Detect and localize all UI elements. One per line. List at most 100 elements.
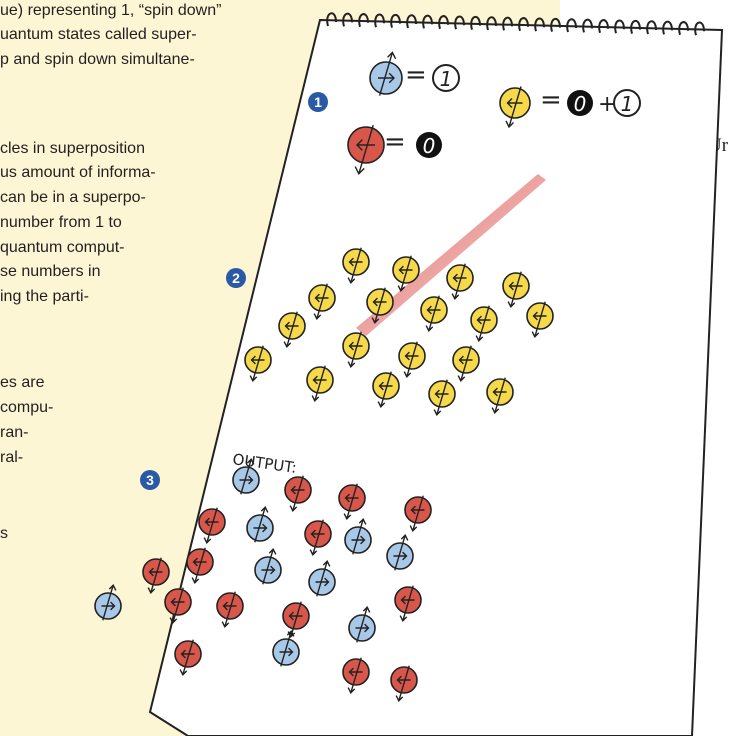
spiral-loop	[326, 12, 337, 27]
spin-down-particle	[284, 475, 312, 512]
spin-down-particle	[142, 557, 170, 594]
spin-down-particle	[404, 495, 432, 532]
svg-text:1: 1	[621, 92, 634, 116]
spiral-loop	[406, 14, 417, 29]
superposition-particle	[306, 365, 334, 402]
spin-up-particle	[232, 458, 260, 495]
svg-text:1: 1	[314, 94, 322, 110]
spin-up-particle	[246, 506, 274, 543]
spin-up-particle	[369, 51, 403, 96]
superposition-particle	[366, 287, 394, 324]
spiral-loop	[342, 12, 353, 27]
equation-spin-down-equals-zero: = 0	[384, 127, 442, 158]
spin-down-particle	[216, 591, 244, 628]
spin-down-particle	[304, 519, 332, 556]
superposition-particle	[486, 377, 514, 414]
superposition-particle	[470, 305, 498, 342]
spin-down-particle	[338, 483, 366, 520]
spiral-loop	[374, 13, 385, 28]
spin-up-particle	[308, 560, 336, 597]
svg-text:0: 0	[574, 92, 587, 116]
spin-down-particle	[198, 507, 226, 544]
svg-text:1: 1	[440, 67, 453, 91]
superposition-particle	[244, 345, 272, 382]
equation-superposition: = 0 + 1	[540, 85, 641, 117]
spin-down-particle	[282, 601, 310, 638]
spiral-loop	[358, 13, 369, 28]
spin-up-particle	[386, 534, 414, 571]
spin-down-particle	[394, 585, 422, 622]
spin-up-particle	[344, 518, 372, 555]
spiral-loop	[390, 14, 401, 28]
spiral-loop	[486, 16, 497, 31]
spin-up-particle	[348, 606, 376, 643]
spiral-loop	[438, 15, 449, 30]
superposition-particle	[499, 86, 531, 129]
spiral-loop	[550, 18, 561, 32]
superposition-particle	[452, 345, 480, 382]
spin-up-particle	[254, 548, 282, 585]
step-marker-3: 3	[140, 470, 160, 490]
spin-down-particle	[347, 125, 385, 175]
left-text-line: number from 1 to	[0, 214, 122, 231]
spiral-loop	[470, 16, 481, 30]
superposition-particle	[342, 247, 370, 284]
spin-down-particle	[174, 639, 202, 676]
svg-text:0: 0	[423, 134, 436, 158]
superposition-particle	[342, 331, 370, 368]
left-text-line: quantum comput-	[0, 239, 125, 256]
spin-down-particle	[342, 657, 370, 694]
step-marker-2: 2	[226, 268, 246, 288]
left-text-line: es are	[0, 374, 45, 391]
superposition-particle	[502, 271, 530, 308]
spiral-loop	[694, 21, 705, 36]
laser-beam	[356, 174, 546, 336]
superposition-particle	[398, 341, 426, 378]
svg-text:+: +	[598, 92, 616, 117]
left-text-line: s	[0, 525, 8, 542]
superposition-particle	[392, 255, 420, 292]
spin-down-particle	[390, 665, 418, 702]
left-text-line: p and spin down simultane-	[0, 51, 195, 68]
spiral-loop	[422, 14, 433, 29]
svg-text:3: 3	[146, 472, 154, 488]
spin-down-particle	[164, 587, 192, 624]
spiral-loop	[614, 19, 625, 34]
particle-diagram	[94, 51, 554, 702]
spiral-loop	[678, 21, 689, 36]
svg-text:=: =	[384, 127, 406, 157]
step-marker-1: 1	[308, 92, 328, 112]
spin-down-particle	[186, 547, 214, 584]
left-text-line: uantum states called super-	[0, 26, 197, 43]
left-text-line: ral-	[0, 449, 24, 466]
svg-text:=: =	[540, 85, 562, 115]
left-text-line: us amount of informa-	[0, 164, 156, 181]
superposition-particle	[278, 311, 306, 348]
spin-up-particle	[272, 630, 300, 667]
superposition-particle	[428, 379, 456, 416]
spiral-loop	[518, 17, 529, 32]
superposition-particle	[446, 263, 474, 300]
spiral-loop	[454, 15, 465, 30]
spiral-loop	[566, 18, 577, 33]
superposition-particle	[308, 283, 336, 320]
svg-text:=: =	[405, 60, 427, 90]
left-text-line: ran-	[0, 424, 29, 441]
spiral-loop	[662, 20, 673, 35]
spiral-binding	[326, 12, 705, 36]
svg-text:2: 2	[232, 270, 240, 286]
spiral-loop	[582, 18, 593, 33]
superposition-particle	[372, 371, 400, 408]
spiral-loop	[630, 20, 641, 34]
superposition-particle	[526, 301, 554, 338]
left-text-line: can be in a superpo-	[0, 189, 146, 206]
equation-spin-up-equals-one: = 1	[405, 60, 460, 92]
spin-up-particle	[94, 584, 122, 621]
left-text-line: ue) representing 1, “spin down”	[0, 2, 222, 19]
spiral-loop	[502, 16, 513, 31]
spiral-loop	[534, 17, 545, 32]
left-text-line: se numbers in	[0, 263, 101, 280]
notepad-page	[148, 18, 724, 736]
spiral-loop	[646, 20, 657, 35]
